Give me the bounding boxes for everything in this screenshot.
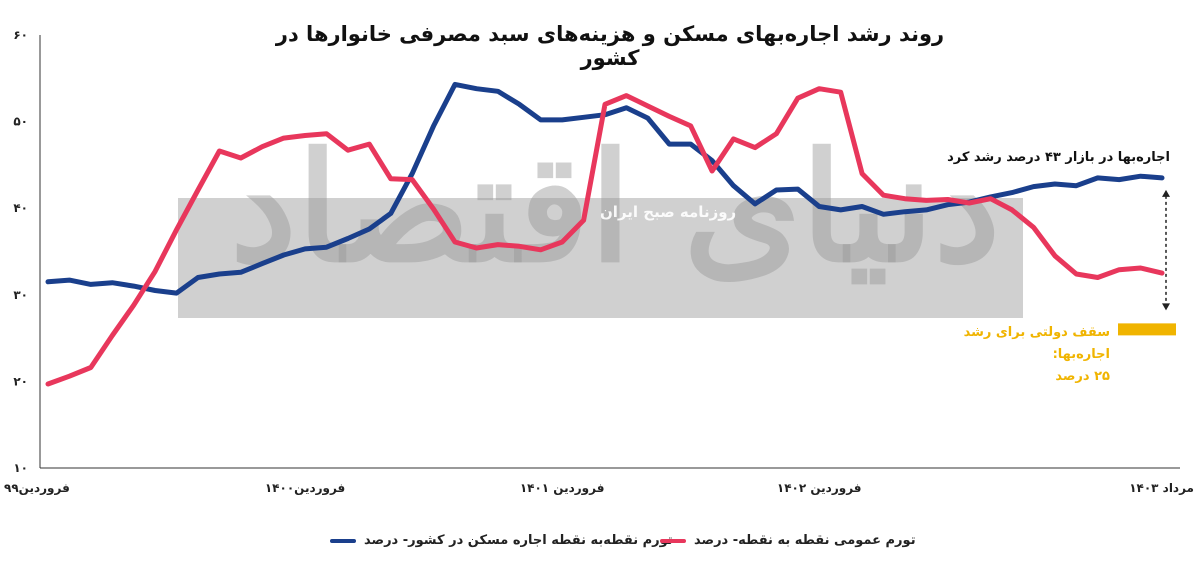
x-tick-label: فروردین ۱۴۰۲ bbox=[777, 481, 862, 496]
chart-title: روند رشد اجاره‌بهای مسکن و هزینه‌های سبد… bbox=[275, 22, 945, 70]
legend-item-rent: تورم نقطه‌به نقطه اجاره مسکن در کشور- در… bbox=[330, 533, 673, 548]
y-tick-label: ۵۰ bbox=[13, 115, 28, 129]
gap-arrow-head-bottom bbox=[1162, 303, 1170, 311]
x-tick-label: فروردین ۱۴۰۱ bbox=[520, 481, 605, 496]
rent-growth-annotation: اجاره‌بها در بازار ۴۳ درصد رشد کرد bbox=[947, 150, 1170, 165]
gov-cap-line1: سقف دولتی برای رشد اجاره‌بها: bbox=[963, 325, 1110, 362]
gov-cap-line2: ۲۵ درصد bbox=[1055, 369, 1110, 384]
y-tick-label: ۶۰ bbox=[13, 28, 28, 42]
y-tick-label: ۱۰ bbox=[13, 461, 28, 475]
legend-label-inflation: تورم عمومی نقطه به نقطه- درصد bbox=[694, 533, 916, 548]
y-tick-label: ۲۰ bbox=[13, 374, 28, 388]
legend-label-rent: تورم نقطه‌به نقطه اجاره مسکن در کشور- در… bbox=[364, 533, 673, 548]
gov-cap-marker bbox=[1118, 323, 1176, 336]
y-tick-label: ۴۰ bbox=[13, 201, 28, 215]
series-line-inflation bbox=[45, 86, 1165, 387]
x-tick-label: فروردین۹۹ bbox=[4, 481, 70, 496]
gap-arrow-head-top bbox=[1162, 189, 1170, 197]
y-tick-label: ۳۰ bbox=[13, 288, 28, 302]
legend-item-inflation: تورم عمومی نقطه به نقطه- درصد bbox=[660, 533, 916, 548]
x-tick-label: فروردین۱۴۰۰ bbox=[265, 481, 345, 496]
x-tick-label: مرداد ۱۴۰۳ bbox=[1129, 481, 1194, 495]
legend-swatch-rent bbox=[330, 538, 356, 543]
legend-swatch-inflation bbox=[660, 538, 686, 543]
gov-cap-annotation: سقف دولتی برای رشد اجاره‌بها: ۲۵ درصد bbox=[905, 322, 1110, 388]
watermark-band bbox=[178, 198, 1023, 318]
watermark-subtitle: روزنامه صبح ایران bbox=[600, 203, 737, 221]
